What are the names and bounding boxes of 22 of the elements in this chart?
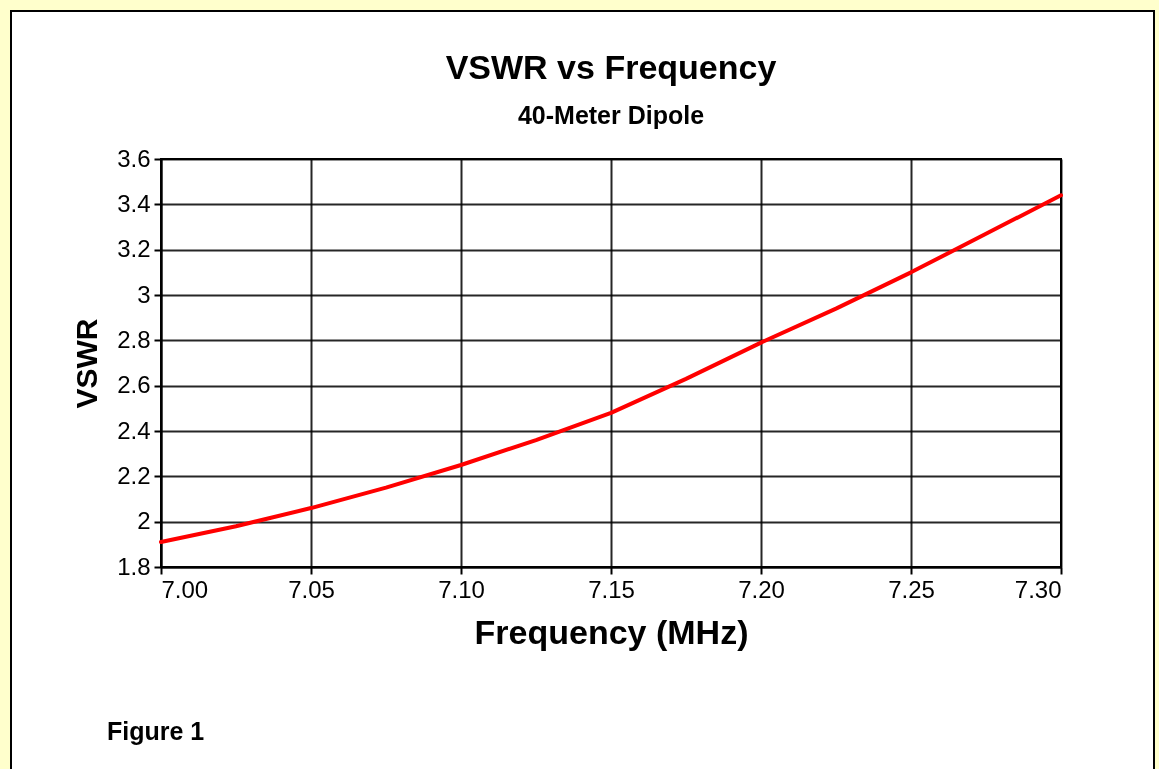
y-tick-label: 2 bbox=[137, 507, 151, 535]
x-tick-label: 7.05 bbox=[288, 575, 335, 603]
y-axis-title: VSWR bbox=[70, 318, 104, 409]
y-tick-label: 3 bbox=[137, 280, 151, 308]
caption: Figure 1 bbox=[107, 717, 205, 746]
y-tick-label: 2.6 bbox=[117, 371, 151, 399]
x-tick-label: 7.00 bbox=[161, 575, 209, 603]
x-axis-title: Frequency (MHz) bbox=[474, 612, 749, 651]
y-tick-label: 3.4 bbox=[117, 189, 151, 217]
y-tick-label: 3.6 bbox=[117, 144, 151, 172]
y-tick-label: 1.8 bbox=[117, 552, 151, 580]
x-tick-label: 7.20 bbox=[738, 575, 785, 603]
x-tick-label: 7.10 bbox=[438, 575, 485, 603]
y-tick-label: 2.8 bbox=[117, 325, 151, 353]
y-tick-label: 3.2 bbox=[117, 235, 151, 263]
y-tick-label: 2.4 bbox=[117, 416, 151, 444]
y-tick-label: 2.2 bbox=[117, 461, 151, 489]
chart-subtitle: 40-Meter Dipole bbox=[517, 101, 705, 129]
chart-title: VSWR vs Frequency bbox=[445, 48, 777, 86]
x-tick-label: 7.25 bbox=[888, 575, 935, 603]
x-tick-label: 7.15 bbox=[588, 575, 635, 603]
x-tick-label: 7.30 bbox=[1014, 575, 1062, 603]
